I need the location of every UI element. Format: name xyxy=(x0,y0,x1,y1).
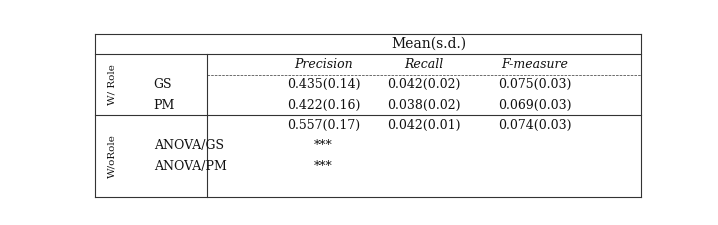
Text: 0.069(0.03): 0.069(0.03) xyxy=(498,99,572,112)
Text: Recall: Recall xyxy=(404,58,443,71)
Text: 0.075(0.03): 0.075(0.03) xyxy=(498,78,572,91)
Text: ***: *** xyxy=(314,140,333,152)
Text: Precision: Precision xyxy=(294,58,353,71)
Text: ***: *** xyxy=(314,160,333,173)
Text: 0.038(0.02): 0.038(0.02) xyxy=(387,99,460,112)
Text: 0.422(0.16): 0.422(0.16) xyxy=(286,99,360,112)
Text: 0.557(0.17): 0.557(0.17) xyxy=(287,119,360,132)
Text: F-measure: F-measure xyxy=(501,58,569,71)
Text: GS: GS xyxy=(154,78,172,91)
Text: Mean(s.d.): Mean(s.d.) xyxy=(391,37,467,51)
Text: 0.435(0.14): 0.435(0.14) xyxy=(286,78,360,91)
Text: 0.042(0.02): 0.042(0.02) xyxy=(387,78,460,91)
Text: W/ Role: W/ Role xyxy=(108,64,116,105)
Text: 0.074(0.03): 0.074(0.03) xyxy=(498,119,572,132)
Text: ANOVA/PM: ANOVA/PM xyxy=(154,160,227,173)
Text: 0.042(0.01): 0.042(0.01) xyxy=(387,119,460,132)
Text: ANOVA/GS: ANOVA/GS xyxy=(154,140,224,152)
Text: W/oRole: W/oRole xyxy=(108,134,116,178)
Text: PM: PM xyxy=(154,99,175,112)
